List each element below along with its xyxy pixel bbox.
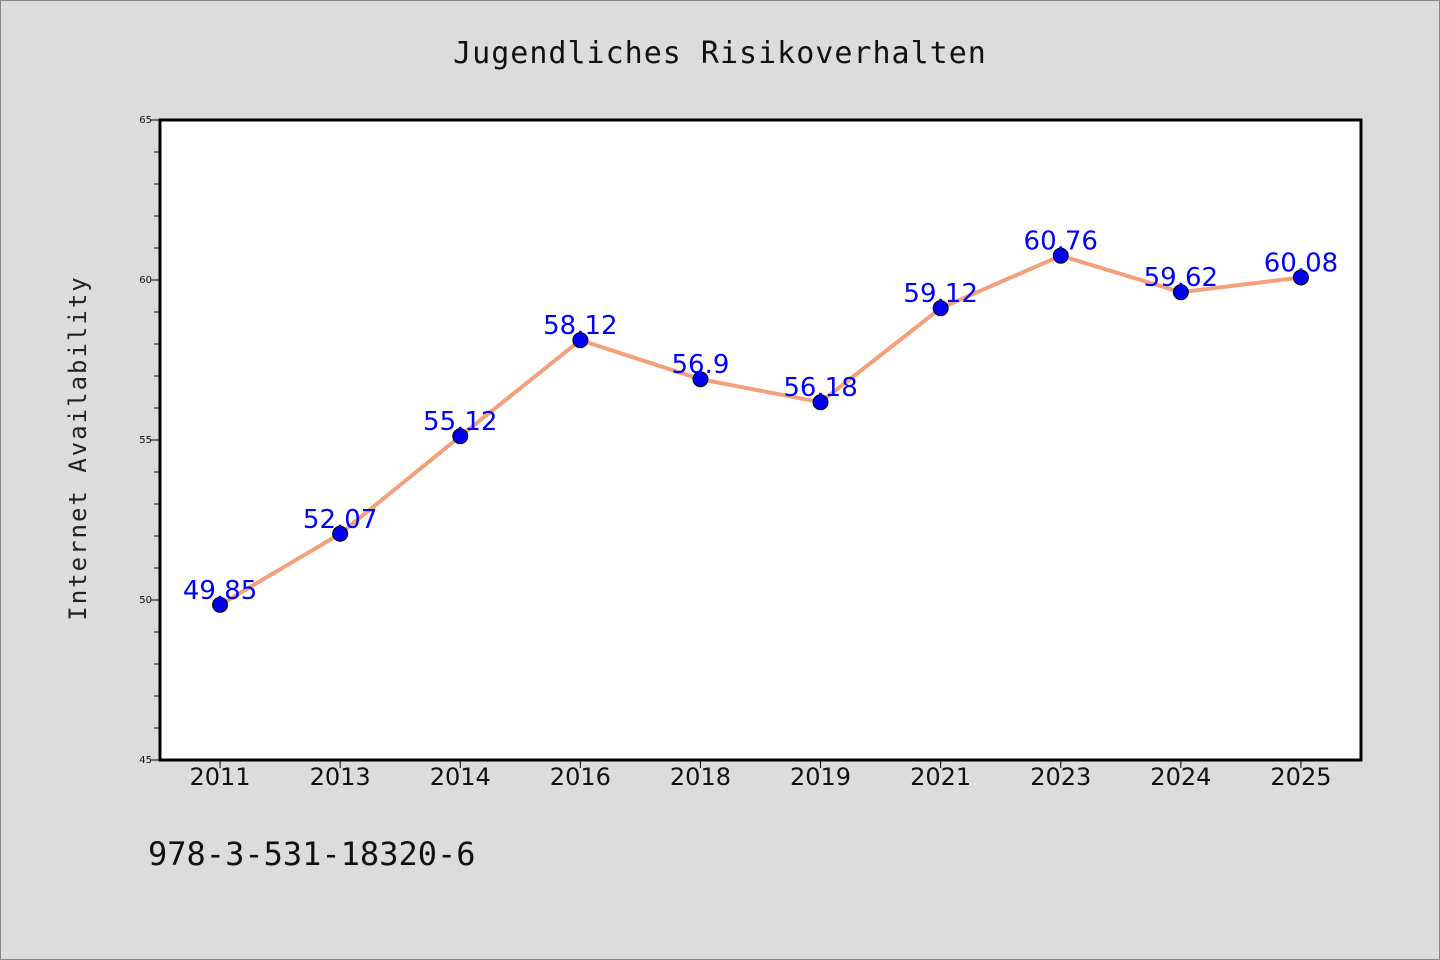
y-tick-label: 60 <box>139 275 152 286</box>
x-tick-label: 2025 <box>1270 763 1331 791</box>
data-label: 49.85 <box>183 576 257 606</box>
series-line <box>218 253 1303 607</box>
x-axis-ticks: 2011 2013 2014 2016 2018 2019 2021 2023 2024 2025 <box>190 760 1331 791</box>
data-label: 59.62 <box>1144 263 1218 293</box>
x-tick-label: 2013 <box>310 763 371 791</box>
data-point <box>212 596 229 613</box>
series-layer: 49.85 52.07 55.12 58.12 56.9 56.18 59.12 60.76 5… <box>183 227 1338 613</box>
x-tick-label: 2014 <box>430 763 491 791</box>
x-tick-label: 2023 <box>1030 763 1091 791</box>
x-tick-label: 2019 <box>790 763 851 791</box>
data-point <box>452 428 469 445</box>
data-point <box>692 371 709 388</box>
data-label: 60.08 <box>1264 248 1338 278</box>
data-point <box>812 394 829 411</box>
data-label: 56.9 <box>672 350 730 380</box>
x-tick-label: 2018 <box>670 763 731 791</box>
data-label: 52.07 <box>303 505 377 535</box>
data-label: 56.18 <box>783 373 857 403</box>
x-tick-label: 2011 <box>190 763 251 791</box>
y-tick-label: 65 <box>139 115 152 126</box>
chart-title: Jugendliches Risikoverhalten <box>453 36 987 71</box>
data-point <box>332 525 349 542</box>
data-label: 58.12 <box>543 311 617 341</box>
y-tick-label: 45 <box>139 755 152 766</box>
data-point <box>1292 269 1309 286</box>
x-tick-label: 2016 <box>550 763 611 791</box>
footer-isbn: 978-3-531-18320-6 <box>148 835 476 873</box>
data-label: 55.12 <box>423 407 497 437</box>
data-label: 60.76 <box>1024 227 1098 257</box>
y-axis-ticks: 45 50 55 60 65 <box>139 115 160 766</box>
data-point <box>1052 247 1069 264</box>
x-tick-label: 2021 <box>910 763 971 791</box>
y-tick-label: 50 <box>139 595 152 606</box>
data-point <box>1172 284 1189 301</box>
data-point <box>932 300 949 317</box>
plot-area <box>158 118 1363 762</box>
y-tick-label: 55 <box>139 435 152 446</box>
y-axis-label: Internet Availability <box>64 275 92 620</box>
data-label: 59.12 <box>903 279 977 309</box>
data-point <box>572 332 589 349</box>
x-tick-label: 2024 <box>1150 763 1211 791</box>
